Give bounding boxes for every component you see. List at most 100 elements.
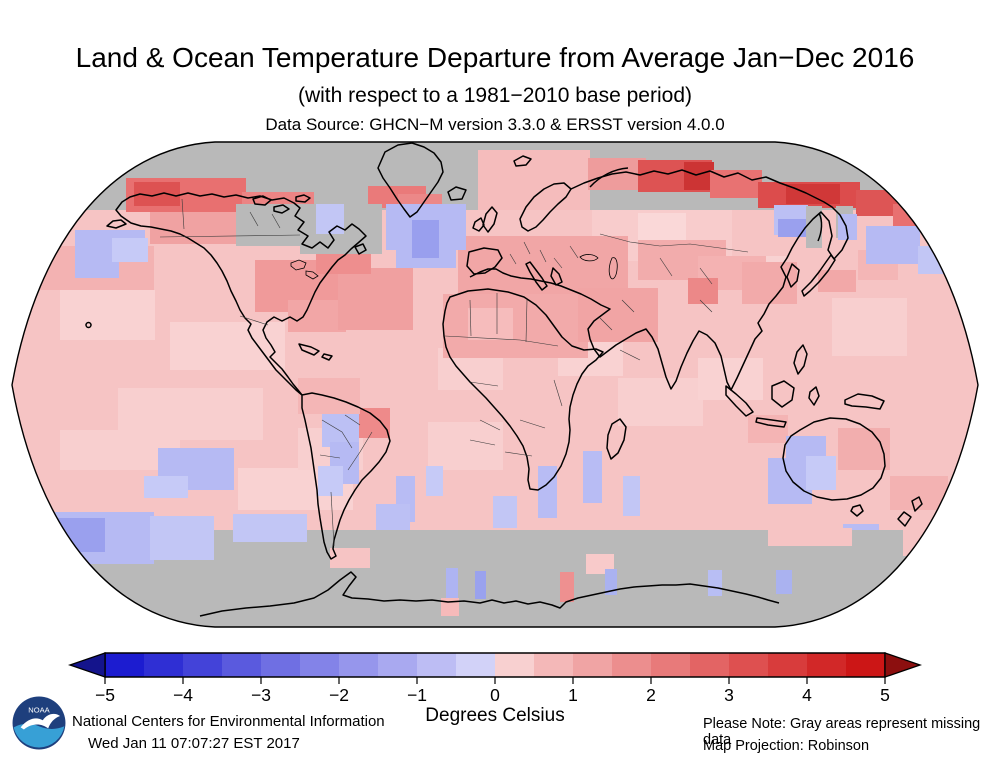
map-cell <box>618 378 703 426</box>
country-border <box>504 451 533 457</box>
map-cell <box>233 514 307 542</box>
coastline <box>793 344 808 375</box>
coastline <box>911 496 923 512</box>
coastline <box>469 169 849 391</box>
country-border <box>553 379 563 407</box>
colorbar-tick-label: 0 <box>490 685 500 705</box>
colorbar-tick-label: 1 <box>568 685 578 705</box>
map-cell <box>786 184 840 204</box>
map-cell <box>806 456 836 490</box>
colorbar-segment <box>183 653 223 677</box>
map-cell <box>918 246 970 274</box>
country-border <box>619 349 641 361</box>
country-border <box>509 253 517 265</box>
coastline <box>472 217 485 232</box>
country-border <box>599 317 613 331</box>
coastline <box>513 155 532 167</box>
country-border <box>523 241 531 255</box>
colorbar-segment <box>105 653 145 677</box>
projection-note: Map Projection: Robinson <box>703 738 870 754</box>
colorbar-right-arrow <box>884 652 923 678</box>
map-cell <box>538 466 557 518</box>
colorbar-tick-label: −2 <box>329 685 349 705</box>
colorbar: −5 −4 −3 −2 −1 0 1 2 3 4 5 <box>67 652 923 705</box>
noaa-logo-sea <box>13 723 65 748</box>
country-border <box>519 339 559 347</box>
country-border <box>525 299 528 343</box>
map-cell <box>316 204 344 234</box>
colorbar-segment <box>807 653 847 677</box>
map-cell <box>446 568 458 598</box>
map-cell <box>356 408 390 438</box>
map-cell <box>605 569 617 595</box>
map-cell <box>866 226 920 264</box>
coastline <box>354 243 367 255</box>
coastline <box>252 195 272 206</box>
country-border <box>621 299 635 313</box>
map-cell <box>443 294 588 358</box>
map-cell <box>426 466 443 496</box>
map-cell <box>698 358 763 400</box>
coastline <box>897 511 912 527</box>
country-border <box>479 419 501 431</box>
map-cell <box>560 572 574 602</box>
coastline <box>519 182 572 232</box>
map-cell <box>818 270 856 292</box>
missing-data-note: Please Note: Gray areas represent missin… <box>703 716 981 748</box>
colorbar-segment <box>729 653 769 677</box>
country-border <box>271 213 281 229</box>
coastline <box>377 142 444 218</box>
map-cell <box>768 458 812 504</box>
colorbar-segment <box>456 653 496 677</box>
colorbar-segment <box>846 653 886 677</box>
coastline <box>606 418 627 460</box>
map-cell <box>684 162 714 190</box>
country-border <box>469 381 499 387</box>
map-cell <box>318 466 343 496</box>
map-cell <box>578 288 658 342</box>
colorbar-segment <box>612 653 652 677</box>
colorbar-segment <box>378 653 418 677</box>
colorbar-tick-label: −1 <box>407 685 427 705</box>
colorbar-tick-label: −3 <box>251 685 271 705</box>
map-cell <box>903 528 978 556</box>
colorbar-segment <box>573 653 613 677</box>
map-cell <box>838 428 890 470</box>
coastline <box>295 194 311 203</box>
country-border <box>659 257 673 277</box>
map-cell <box>112 238 148 262</box>
map-cell <box>55 518 105 552</box>
map-cell <box>768 528 852 546</box>
map-cell <box>60 290 155 340</box>
colorbar-left-arrow <box>67 652 106 678</box>
map-cell <box>288 300 346 332</box>
map-cell <box>468 308 513 340</box>
map-cell <box>170 322 285 370</box>
coastline <box>466 247 503 275</box>
country-border <box>699 267 713 285</box>
map-cell <box>583 451 602 503</box>
coastline <box>447 186 467 201</box>
coastline <box>786 263 800 288</box>
colorbar-unit-label: Degrees Celsius <box>425 705 565 726</box>
map-cell <box>236 204 302 246</box>
organization-line: National Centers for Environmental Infor… <box>72 713 385 730</box>
colorbar-tick-label: 5 <box>880 685 890 705</box>
map-cell <box>322 414 359 447</box>
map-cell <box>441 598 459 616</box>
lake-outline <box>579 254 599 262</box>
map-cell <box>338 268 413 330</box>
map-cell <box>832 298 907 356</box>
map-cell <box>478 150 590 210</box>
coastline <box>115 192 367 396</box>
map-cell <box>890 476 948 510</box>
colorbar-segment <box>144 653 184 677</box>
coastline <box>808 386 820 406</box>
colorbar-segment <box>768 653 808 677</box>
colorbar-segment <box>261 653 301 677</box>
map-cell <box>475 571 486 599</box>
data-source-line: Data Source: GHCN−M version 3.3.0 & ERSS… <box>265 115 725 134</box>
coastline <box>442 288 604 491</box>
coastline <box>106 219 127 229</box>
colorbar-segment <box>339 653 379 677</box>
